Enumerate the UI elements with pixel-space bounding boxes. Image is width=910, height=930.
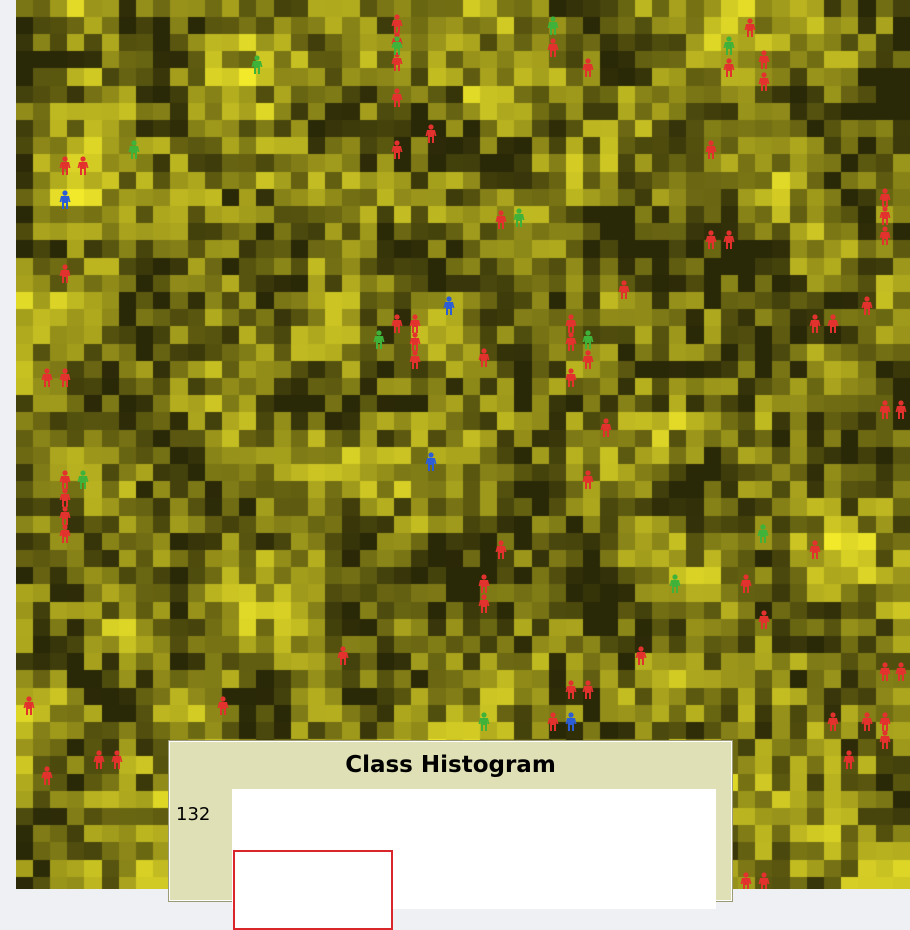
person-icon[interactable] (581, 680, 595, 700)
person-icon[interactable] (76, 470, 90, 490)
person-icon[interactable] (40, 368, 54, 388)
person-icon[interactable] (58, 488, 72, 508)
person-icon[interactable] (704, 140, 718, 160)
person-icon[interactable] (722, 58, 736, 78)
person-icon[interactable] (757, 610, 771, 630)
person-icon[interactable] (216, 696, 230, 716)
person-icon[interactable] (739, 574, 753, 594)
person-icon[interactable] (408, 350, 422, 370)
person-icon[interactable] (40, 766, 54, 786)
histogram-plot-area (232, 789, 716, 930)
person-icon[interactable] (581, 330, 595, 350)
person-icon[interactable] (92, 750, 106, 770)
person-icon[interactable] (336, 646, 350, 666)
person-icon[interactable] (878, 188, 892, 208)
person-icon[interactable] (477, 574, 491, 594)
person-icon[interactable] (390, 36, 404, 56)
person-icon[interactable] (250, 55, 264, 75)
person-icon[interactable] (860, 712, 874, 732)
person-icon[interactable] (704, 230, 718, 250)
person-icon[interactable] (58, 264, 72, 284)
person-icon[interactable] (826, 314, 840, 334)
person-icon[interactable] (878, 226, 892, 246)
person-icon[interactable] (581, 58, 595, 78)
person-icon[interactable] (634, 646, 648, 666)
person-icon[interactable] (58, 470, 72, 490)
person-icon[interactable] (878, 730, 892, 750)
person-icon[interactable] (58, 190, 72, 210)
person-icon[interactable] (546, 712, 560, 732)
person-icon[interactable] (599, 418, 613, 438)
person-icon[interactable] (424, 124, 438, 144)
person-icon[interactable] (668, 574, 682, 594)
person-icon[interactable] (564, 314, 578, 334)
person-icon[interactable] (564, 712, 578, 732)
person-icon[interactable] (76, 156, 90, 176)
person-icon[interactable] (408, 314, 422, 334)
person-icon[interactable] (58, 368, 72, 388)
person-icon[interactable] (442, 296, 456, 316)
person-icon[interactable] (110, 750, 124, 770)
histogram-title: Class Histogram (345, 752, 556, 778)
person-icon[interactable] (757, 50, 771, 70)
person-icon[interactable] (581, 350, 595, 370)
person-icon[interactable] (860, 296, 874, 316)
person-icon[interactable] (58, 524, 72, 544)
person-icon[interactable] (878, 400, 892, 420)
person-icon[interactable] (739, 872, 753, 889)
person-icon[interactable] (756, 524, 770, 544)
person-icon[interactable] (477, 594, 491, 614)
person-icon[interactable] (808, 314, 822, 334)
person-icon[interactable] (722, 36, 736, 56)
person-icon[interactable] (564, 332, 578, 352)
person-icon[interactable] (722, 230, 736, 250)
person-icon[interactable] (58, 506, 72, 526)
agents-layer (16, 0, 910, 889)
histogram-y-max-label: 132 (176, 804, 211, 825)
person-icon[interactable] (894, 400, 908, 420)
person-icon[interactable] (390, 140, 404, 160)
person-icon[interactable] (826, 712, 840, 732)
person-icon[interactable] (878, 662, 892, 682)
person-icon[interactable] (878, 206, 892, 226)
person-icon[interactable] (494, 540, 508, 560)
person-icon[interactable] (546, 16, 560, 36)
world-view[interactable] (16, 0, 910, 889)
person-icon[interactable] (512, 208, 526, 228)
person-icon[interactable] (757, 872, 771, 889)
person-icon[interactable] (424, 452, 438, 472)
patch-grid (16, 0, 910, 889)
person-icon[interactable] (390, 14, 404, 34)
person-icon[interactable] (617, 280, 631, 300)
person-icon[interactable] (546, 38, 560, 58)
person-icon[interactable] (408, 332, 422, 352)
person-icon[interactable] (894, 662, 908, 682)
person-icon[interactable] (58, 156, 72, 176)
person-icon[interactable] (743, 18, 757, 38)
class-histogram-plot[interactable]: Class Histogram 132 (169, 741, 732, 930)
person-icon[interactable] (477, 348, 491, 368)
histogram-bar (233, 850, 393, 930)
person-icon[interactable] (127, 140, 141, 160)
person-icon[interactable] (477, 712, 491, 732)
person-icon[interactable] (581, 470, 595, 490)
person-icon[interactable] (808, 540, 822, 560)
person-icon[interactable] (22, 696, 36, 716)
person-icon[interactable] (564, 680, 578, 700)
person-icon[interactable] (757, 72, 771, 92)
person-icon[interactable] (842, 750, 856, 770)
person-icon[interactable] (372, 330, 386, 350)
person-icon[interactable] (878, 712, 892, 732)
person-icon[interactable] (564, 368, 578, 388)
person-icon[interactable] (494, 210, 508, 230)
person-icon[interactable] (390, 314, 404, 334)
person-icon[interactable] (390, 88, 404, 108)
